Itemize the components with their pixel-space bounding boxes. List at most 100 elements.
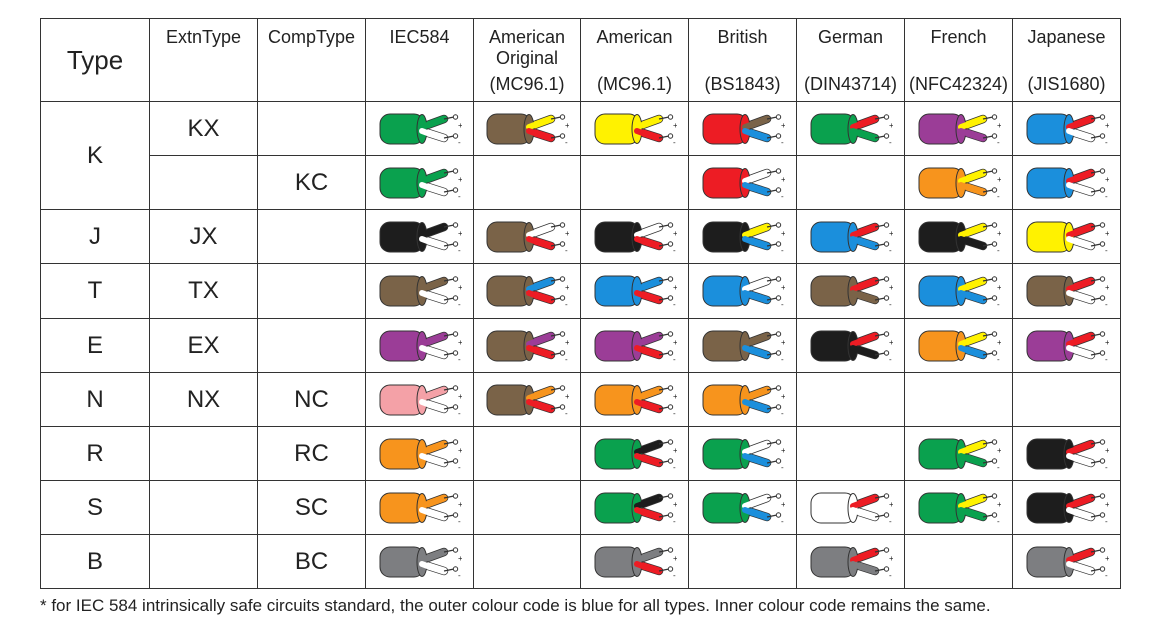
plus-sign: + xyxy=(565,229,569,238)
cable-cell: + - xyxy=(1012,263,1121,319)
minus-sign: - xyxy=(889,355,892,364)
cable-cell: + - xyxy=(1012,155,1121,210)
cable-cell: + - xyxy=(796,209,905,264)
plus-sign: + xyxy=(781,229,785,238)
cable-cell xyxy=(904,372,1013,427)
cable-cell: + - xyxy=(1012,426,1121,481)
cable-cell: + - xyxy=(365,209,474,264)
plus-sign: + xyxy=(889,338,893,347)
cable-icon: +- xyxy=(594,113,677,147)
cable-cell: + - xyxy=(473,263,581,319)
extn-type-cell: JX xyxy=(149,209,258,264)
cable-cell xyxy=(473,426,581,481)
minus-sign: - xyxy=(673,355,676,364)
minus-sign: - xyxy=(673,571,676,580)
plus-sign: + xyxy=(1105,446,1109,455)
cable-icon: +- xyxy=(918,275,1001,309)
table-row: E EX + - + - + - + - + - + - + - xyxy=(40,318,1121,373)
extn-type-header: ExtnType xyxy=(149,18,258,102)
cable-cell: + - xyxy=(580,426,689,481)
cable-icon: +- xyxy=(918,221,1001,255)
minus-sign: - xyxy=(458,192,461,201)
minus-sign: - xyxy=(997,463,1000,472)
minus-sign: - xyxy=(997,246,1000,255)
cable-cell: + - xyxy=(473,318,581,373)
cable-cell xyxy=(796,426,905,481)
cable-cell: + - xyxy=(365,318,474,373)
plus-sign: + xyxy=(673,446,677,455)
table-row: N NX NC + - + - + - + - xyxy=(40,372,1121,427)
cable-icon: +- xyxy=(594,384,677,418)
cable-cell: + - xyxy=(1012,318,1121,373)
cable-icon: +- xyxy=(918,167,1001,201)
cable-icon: +- xyxy=(918,438,1001,472)
type-cell: R xyxy=(40,426,150,481)
plus-sign: + xyxy=(781,392,785,401)
cable-cell: + - xyxy=(688,372,797,427)
cable-cell xyxy=(473,155,581,210)
minus-sign: - xyxy=(565,355,568,364)
cable-icon: +- xyxy=(486,275,569,309)
cable-icon: +- xyxy=(1026,167,1109,201)
minus-sign: - xyxy=(997,192,1000,201)
cable-icon: +- xyxy=(379,330,462,364)
minus-sign: - xyxy=(673,300,676,309)
table-row: KC + - + - + - + - xyxy=(41,155,1121,210)
comp-type-cell: SC xyxy=(257,480,366,535)
plus-sign: + xyxy=(1105,283,1109,292)
plus-sign: + xyxy=(673,554,677,563)
german-header: German (DIN43714) xyxy=(796,18,905,102)
minus-sign: - xyxy=(889,246,892,255)
cable-icon: +- xyxy=(1026,275,1109,309)
comp-type-cell: BC xyxy=(257,534,366,589)
cable-cell: + - xyxy=(365,534,474,589)
cable-cell: + - xyxy=(688,480,797,535)
minus-sign: - xyxy=(997,300,1000,309)
cable-cell: + - xyxy=(796,101,905,156)
table-row: R RC + - + - + - + - + - xyxy=(40,426,1121,481)
minus-sign: - xyxy=(565,409,568,418)
minus-sign: - xyxy=(673,463,676,472)
cable-icon: +- xyxy=(1026,492,1109,526)
type-cell: K xyxy=(40,101,150,210)
cable-icon: +- xyxy=(379,438,462,472)
cable-cell: + - xyxy=(904,209,1013,264)
plus-sign: + xyxy=(458,229,462,238)
cable-icon: +- xyxy=(810,275,893,309)
plus-sign: + xyxy=(458,392,462,401)
minus-sign: - xyxy=(781,463,784,472)
minus-sign: - xyxy=(458,138,461,147)
cable-icon: +- xyxy=(486,384,569,418)
extn-type-cell xyxy=(149,480,258,535)
footnote: * for IEC 584 intrinsically safe circuit… xyxy=(40,596,991,615)
cable-icon: +- xyxy=(594,275,677,309)
minus-sign: - xyxy=(565,138,568,147)
cable-icon: +- xyxy=(379,113,462,147)
cable-cell: + - xyxy=(1012,209,1121,264)
cable-cell: + - xyxy=(688,318,797,373)
cable-icon: +- xyxy=(486,221,569,255)
table-row: K KX + - + - + - + - + - + - + - xyxy=(40,101,1121,210)
plus-sign: + xyxy=(997,229,1001,238)
minus-sign: - xyxy=(458,355,461,364)
table-row: B BC + - + - + - + - xyxy=(40,534,1121,589)
cable-cell: + - xyxy=(1012,534,1121,589)
cable-icon: +- xyxy=(379,221,462,255)
cable-icon: +- xyxy=(702,492,785,526)
cable-cell: + - xyxy=(904,101,1013,156)
minus-sign: - xyxy=(673,409,676,418)
minus-sign: - xyxy=(781,355,784,364)
plus-sign: + xyxy=(889,229,893,238)
extn-type-cell: NX xyxy=(149,372,258,427)
american-header: American (MC96.1) xyxy=(580,18,689,102)
type-cell: B xyxy=(40,534,150,589)
plus-sign: + xyxy=(565,121,569,130)
plus-sign: + xyxy=(997,175,1001,184)
cable-icon: +- xyxy=(1026,113,1109,147)
plus-sign: + xyxy=(458,121,462,130)
cable-cell xyxy=(473,480,581,535)
minus-sign: - xyxy=(458,463,461,472)
french-header: French (NFC42324) xyxy=(904,18,1013,102)
minus-sign: - xyxy=(997,138,1000,147)
cable-icon: +- xyxy=(702,438,785,472)
